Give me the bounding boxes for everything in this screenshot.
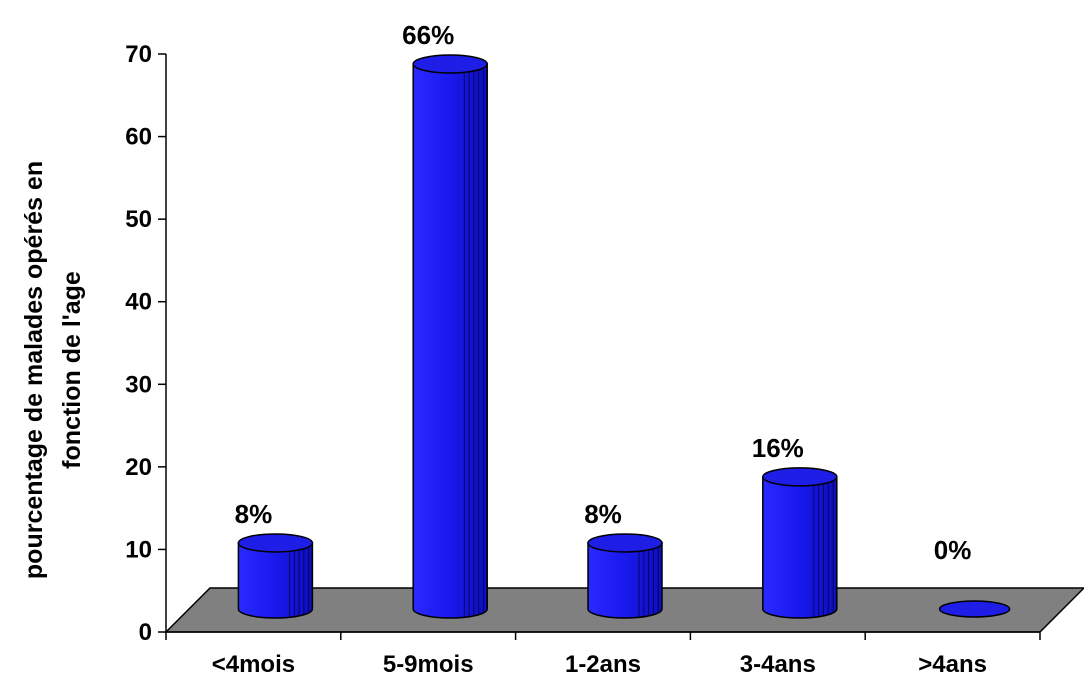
y-tick-label: 50 — [125, 206, 152, 233]
y-tick-label: 70 — [125, 41, 152, 68]
bar — [587, 533, 663, 619]
data-label: 0% — [934, 535, 972, 565]
y-axis-label-line-2: fonction de l'age — [58, 271, 86, 469]
bar — [237, 533, 314, 619]
y-tick-label: 10 — [125, 536, 152, 563]
bar — [412, 54, 488, 619]
y-tick-label: 30 — [125, 371, 152, 398]
x-category-label: 1-2ans — [565, 651, 641, 678]
x-category-label: <4mois — [212, 651, 295, 678]
x-category-label: 3-4ans — [740, 651, 816, 678]
y-tick-label: 20 — [125, 454, 152, 481]
bars-group — [237, 54, 1011, 619]
data-label: 8% — [235, 499, 273, 529]
data-label: 8% — [584, 499, 622, 529]
x-category-label: 5-9mois — [383, 651, 474, 678]
data-label-group: 8% 66% 8% 16% 0% — [235, 20, 972, 565]
x-category-label: >4ans — [918, 651, 987, 678]
bar — [762, 467, 838, 619]
data-label: 66% — [402, 20, 454, 50]
y-tick-label: 40 — [125, 289, 152, 316]
x-tick-group: <4mois 5-9mois 1-2ans 3-4ans >4ans — [165, 632, 1041, 678]
y-tick-group: 0 10 20 30 40 50 60 70 — [125, 41, 166, 646]
bar — [938, 600, 1011, 618]
y-axis-label-line-1: pourcentage de malades opérés en — [20, 161, 48, 579]
y-tick-label: 0 — [139, 619, 152, 646]
y-tick-label: 60 — [125, 124, 152, 151]
data-label: 16% — [752, 433, 804, 463]
